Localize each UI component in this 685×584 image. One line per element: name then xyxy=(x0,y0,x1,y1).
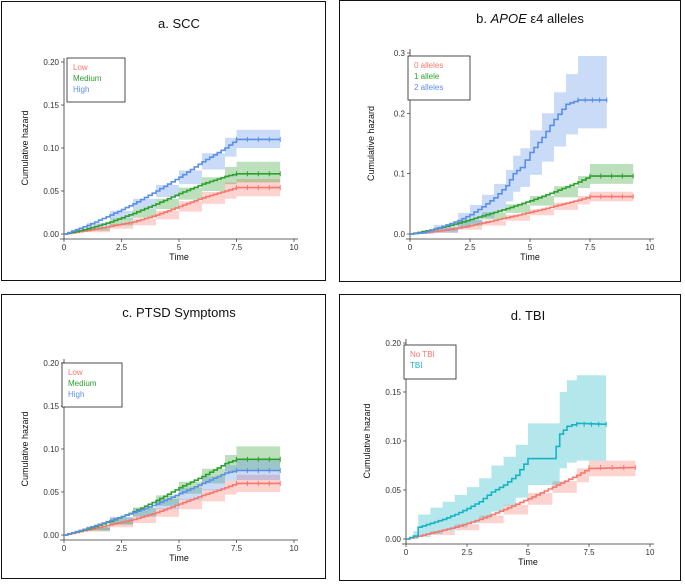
ptsd-ylabel: Cumulative hazard xyxy=(20,411,30,486)
tbi-line-1 xyxy=(406,422,607,540)
apoe-title: b. APOE ε4 alleles xyxy=(476,11,584,26)
apoe-title-prefix: b. xyxy=(476,11,490,26)
ptsd-legend-item: High xyxy=(68,390,84,399)
tbi-xtick-label: 10 xyxy=(646,548,655,557)
panel-ptsd: c. PTSD Symptoms 0.00 0.05 0.10 0.15 0.20 0 2.5… xyxy=(1,294,326,579)
scc-ytick-label: 0.10 xyxy=(43,144,59,153)
tbi-ytick-label: 0.05 xyxy=(385,486,401,495)
scc-xlabel: Time xyxy=(169,252,189,262)
scc-legend-item: High xyxy=(73,85,89,94)
apoe-ytick-label: 0.0 xyxy=(394,230,406,239)
apoe-xtick-label: 2.5 xyxy=(464,243,476,252)
ptsd-ci-band-2 xyxy=(64,460,281,535)
scc-ylabel: Cumulative hazard xyxy=(20,110,30,185)
ptsd-ci-band-0 xyxy=(64,474,281,535)
tbi-ytick-label: 0.10 xyxy=(385,437,401,446)
ptsd-xlabel: Time xyxy=(169,553,189,563)
apoe-ytick-label: 0.2 xyxy=(394,109,406,118)
scc-xtick-label: 10 xyxy=(290,243,299,252)
tbi-ylabel: Cumulative hazard xyxy=(362,403,372,478)
scc-xtick-label: 7.5 xyxy=(231,243,243,252)
ptsd-legend-box xyxy=(61,362,123,408)
tbi-ytick-label: 0.00 xyxy=(385,535,401,544)
ptsd-ytick-label: 0.15 xyxy=(43,402,59,411)
apoe-ylabel: Cumulative hazard xyxy=(366,106,376,181)
scc-xtick-label: 0 xyxy=(62,243,67,252)
ptsd-xtick-label: 5 xyxy=(177,544,182,553)
tbi-legend-item: No TBI xyxy=(410,350,435,359)
apoe-line-0 xyxy=(410,195,634,235)
scc-legend-box xyxy=(66,57,126,103)
scc-line-2 xyxy=(64,138,281,235)
apoe-ytick-label: 0.1 xyxy=(394,170,406,179)
tbi-ci-band-0 xyxy=(406,459,636,539)
apoe-legend-item: 2 alleles xyxy=(414,83,443,92)
scc-legend-item: Low xyxy=(73,63,88,72)
tbi-ci-band-1 xyxy=(406,375,607,539)
tbi-legend-box xyxy=(403,344,457,380)
ptsd-ytick-label: 0.05 xyxy=(43,488,59,497)
chart-scc: a. SCC 0.00 0.05 0.10 0.15 0.20 0 2.5 5 7.5 10 Time… xyxy=(20,16,299,262)
panel-apoe: b. APOE ε4 alleles 0.0 0.1 0.2 0.3 0 2.5 5 7.5 10… xyxy=(339,0,681,282)
tbi-xtick-label: 2.5 xyxy=(461,548,473,557)
apoe-legend-item: 1 allele xyxy=(414,72,440,81)
scc-xtick-label: 2.5 xyxy=(116,243,128,252)
tbi-line-0 xyxy=(406,466,636,540)
scc-line-1 xyxy=(64,173,281,235)
ptsd-ytick-label: 0.00 xyxy=(43,531,59,540)
apoe-line-2 xyxy=(410,99,607,235)
ptsd-line-2 xyxy=(64,469,281,536)
ptsd-ytick-label: 0.10 xyxy=(43,445,59,454)
scc-line-0 xyxy=(64,186,281,235)
apoe-legend-item: 0 alleles xyxy=(414,61,443,70)
ptsd-legend-item: Low xyxy=(68,368,83,377)
apoe-xtick-label: 0 xyxy=(408,243,413,252)
apoe-title-gene: APOE xyxy=(490,11,527,26)
apoe-legend-box xyxy=(407,55,471,101)
scc-title: a. SCC xyxy=(158,16,200,31)
scc-ci-band-0 xyxy=(64,179,281,234)
ptsd-xtick-label: 7.5 xyxy=(231,544,243,553)
ptsd-legend-item: Medium xyxy=(68,379,97,388)
ptsd-line-1 xyxy=(64,458,281,536)
ptsd-line-0 xyxy=(64,482,281,536)
scc-ci-band-1 xyxy=(64,161,281,234)
ptsd-ci-band-1 xyxy=(64,446,281,535)
chart-ptsd: c. PTSD Symptoms 0.00 0.05 0.10 0.15 0.20 0 2.5… xyxy=(20,305,299,563)
tbi-ytick-label: 0.20 xyxy=(385,339,401,348)
scc-xtick-label: 5 xyxy=(177,243,182,252)
apoe-ci-band-2 xyxy=(410,56,607,234)
apoe-xtick-label: 5 xyxy=(528,243,533,252)
apoe-xlabel: Time xyxy=(520,252,540,262)
ptsd-xtick-label: 0 xyxy=(62,544,67,553)
ptsd-ytick-label: 0.20 xyxy=(43,359,59,368)
panel-tbi: d. TBI 0.00 0.05 0.10 0.15 0.20 0 2.5 5 7.5 10 Time… xyxy=(339,294,681,581)
ptsd-xtick-label: 2.5 xyxy=(116,544,128,553)
scc-ci-band-2 xyxy=(64,129,281,234)
chart-apoe: b. APOE ε4 alleles 0.0 0.1 0.2 0.3 0 2.5 5 7.5 10… xyxy=(366,11,655,262)
ptsd-title: c. PTSD Symptoms xyxy=(122,305,236,320)
panel-scc: a. SCC 0.00 0.05 0.10 0.15 0.20 0 2.5 5 7.5 10 Time… xyxy=(1,1,326,281)
tbi-title: d. TBI xyxy=(511,308,545,323)
tbi-xlabel: Time xyxy=(518,557,538,567)
apoe-xtick-label: 7.5 xyxy=(584,243,596,252)
tbi-legend-item: TBI xyxy=(410,361,422,370)
scc-ytick-label: 0.00 xyxy=(43,230,59,239)
tbi-ytick-label: 0.15 xyxy=(385,388,401,397)
scc-ytick-label: 0.15 xyxy=(43,101,59,110)
chart-tbi: d. TBI 0.00 0.05 0.10 0.15 0.20 0 2.5 5 7.5 10 Time… xyxy=(362,308,655,567)
apoe-xtick-label: 10 xyxy=(646,243,655,252)
ptsd-xtick-label: 10 xyxy=(290,544,299,553)
tbi-xtick-label: 7.5 xyxy=(583,548,595,557)
apoe-ytick-label: 0.3 xyxy=(394,49,406,58)
apoe-ci-band-1 xyxy=(410,164,634,234)
tbi-xtick-label: 0 xyxy=(404,548,409,557)
tbi-xtick-label: 5 xyxy=(526,548,531,557)
scc-ytick-label: 0.20 xyxy=(43,58,59,67)
apoe-title-suffix: ε4 alleles xyxy=(527,11,585,26)
scc-legend-item: Medium xyxy=(73,74,102,83)
scc-ytick-label: 0.05 xyxy=(43,187,59,196)
